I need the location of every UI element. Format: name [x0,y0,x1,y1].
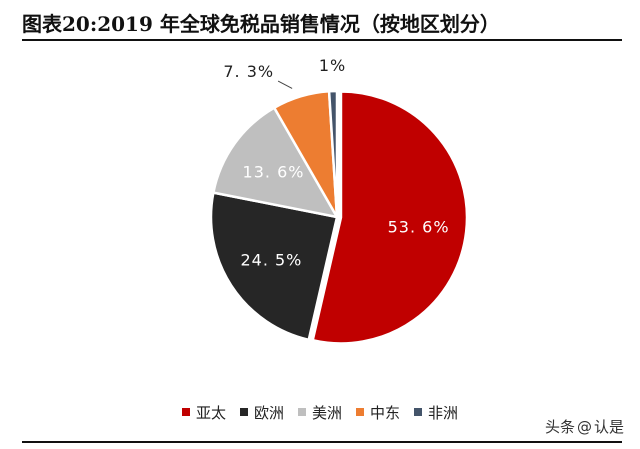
leader-line-middle-east [277,80,293,89]
legend-item-asia-pacific: 亚太 [181,402,226,423]
data-label-africa: 1% [319,56,346,75]
legend-swatch-middle-east [356,408,364,416]
watermark: 头条 @ 认是 [545,416,624,437]
watermark-source: 头条 [544,418,575,436]
pie-slice-africa [327,89,339,218]
legend-swatch-europe [239,408,248,416]
pie-slice-asia-pacific [311,90,469,345]
legend-item-middle-east: 中东 [356,402,400,423]
legend-item-americas: 美洲 [297,402,342,423]
data-label-americas: 13. 6% [243,162,305,181]
data-label-asia-pacific: 53. 6% [388,217,450,236]
watermark-at: @ [576,417,592,436]
chart-title: 图表20:2019 年全球免税品销售情况（按地区划分） [22,12,500,36]
pie-slice-europe [209,191,339,342]
legend-label-africa: 非洲 [428,403,459,422]
watermark-author: 认是 [593,418,624,436]
bottom-divider [22,441,622,443]
chart-legend: 亚太 欧洲 美洲 中东 非洲 [0,401,640,423]
title-divider [22,39,622,41]
legend-label-middle-east: 中东 [370,403,401,422]
legend-swatch-americas [297,408,306,416]
legend-label-asia-pacific: 亚太 [195,403,226,422]
pie-chart: 53. 6% 24. 5% 13. 6% 7. 3% 1% [209,56,469,345]
legend-item-africa: 非洲 [414,402,458,423]
legend-label-europe: 欧洲 [253,403,284,422]
data-label-middle-east: 7. 3% [223,62,274,81]
pie-slice-americas [211,106,340,219]
legend-swatch-asia-pacific [181,408,190,416]
legend-swatch-africa [414,408,423,416]
data-label-europe: 24. 5% [240,250,302,269]
legend-label-americas: 美洲 [311,403,342,422]
legend-item-europe: 欧洲 [239,402,284,423]
